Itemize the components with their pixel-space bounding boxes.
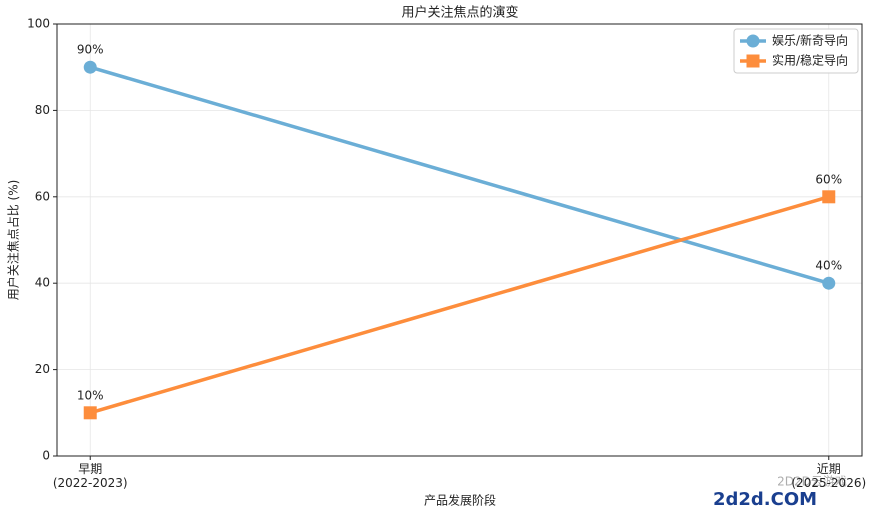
data-label: 40% (815, 259, 842, 273)
x-axis-label: 产品发展阶段 (424, 493, 496, 508)
legend-label: 娱乐/新奇导向 (772, 33, 848, 48)
x-tick-label: 早期(2022-2023) (53, 462, 128, 490)
y-tick-label: 60 (35, 189, 50, 203)
y-tick-label: 40 (35, 276, 50, 290)
data-label: 90% (77, 43, 104, 57)
y-axis-label: 用户关注焦点占比 (%) (6, 180, 21, 301)
data-label: 10% (77, 388, 104, 402)
marker (746, 34, 760, 48)
data-line (89, 195, 830, 415)
marker (83, 60, 97, 74)
y-tick-label: 80 (35, 103, 50, 117)
marker (822, 190, 836, 204)
marker (83, 406, 97, 420)
y-tick-label: 100 (27, 17, 50, 31)
marker (746, 54, 760, 68)
plot-frame (56, 23, 863, 457)
y-tick-label: 20 (35, 362, 50, 376)
x-tick-label: 近期(2025-2026) (791, 462, 866, 490)
legend-label: 实用/稳定导向 (772, 53, 848, 68)
data-label: 60% (815, 172, 842, 186)
watermark-logo: 2d2d.COM (713, 489, 817, 510)
y-tick-label: 0 (42, 449, 50, 463)
marker (822, 276, 836, 290)
data-line (89, 65, 830, 285)
watermark-caption: 2D2D云游戏 (777, 475, 847, 489)
chart-title: 用户关注焦点的演变 (401, 5, 518, 21)
